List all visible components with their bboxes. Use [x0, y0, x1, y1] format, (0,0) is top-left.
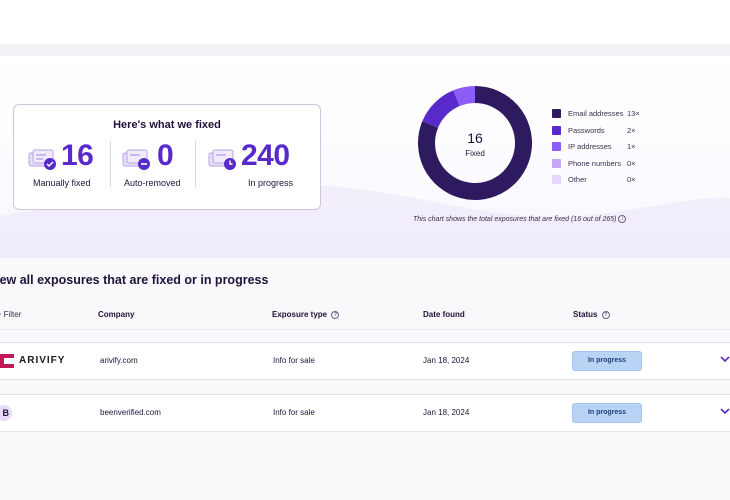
info-icon[interactable]: ? — [331, 310, 340, 319]
stat-auto-removed: 0 Auto-removed — [122, 137, 202, 197]
company-logo-text: ARIVIFY — [19, 355, 66, 366]
legend-swatch — [552, 158, 561, 168]
chevron-down-icon[interactable] — [720, 355, 730, 363]
column-status-label: Status — [573, 310, 598, 319]
status-badge: In progress — [572, 403, 642, 423]
auto-removed-count: 0 — [157, 139, 174, 172]
in-progress-label: In progress — [248, 178, 294, 188]
legend-swatch — [552, 125, 561, 135]
chart-note-text: This chart shows the total exposures tha… — [413, 215, 617, 223]
legend-item: Other 0× — [552, 173, 652, 190]
donut-center-label: Fixed — [465, 149, 485, 158]
top-band — [0, 44, 730, 56]
table-row[interactable]: B beenverified.com Info for sale Jan 18,… — [0, 394, 730, 432]
manually-fixed-label: Manually fixed — [33, 178, 91, 188]
legend-count: 2× — [627, 125, 636, 135]
info-icon[interactable]: i — [618, 215, 627, 223]
legend-swatch — [552, 142, 561, 151]
auto-removed-label: Auto-removed — [124, 178, 181, 188]
chevron-down-icon[interactable] — [720, 407, 730, 415]
info-icon[interactable]: ? — [601, 310, 610, 319]
in-progress-count: 240 — [241, 139, 290, 172]
legend-count: 0× — [627, 175, 636, 184]
exposures-title-text: View all exposures that are fixed or in … — [0, 273, 269, 287]
legend-count: 1× — [627, 142, 636, 151]
exposures-section: View all exposures that are fixed or in … — [0, 258, 730, 500]
column-exposure-type[interactable]: Exposure type ? — [272, 310, 340, 319]
column-status[interactable]: Status ? — [573, 310, 610, 319]
fixed-summary-title: Here's what we fixed — [113, 119, 221, 131]
legend-item: Passwords 2× — [552, 124, 652, 141]
company-cell: beenverified.com — [100, 408, 161, 417]
exposures-title: View all exposures that are fixed or in … — [0, 273, 268, 287]
donut-slice-ip-addresses — [453, 86, 475, 107]
status-badge: In progress — [572, 351, 642, 371]
legend-count: 13× — [627, 109, 640, 118]
legend-label: Phone numbers — [568, 158, 621, 168]
date-found-cell: Jan 18, 2024 — [423, 356, 470, 365]
chart-note: This chart shows the total exposures tha… — [413, 215, 627, 223]
arivify-logo-mark — [0, 354, 14, 368]
manually-fixed-count: 16 — [61, 139, 94, 172]
filter-icon: ⏷ — [0, 312, 2, 319]
in-progress-icon — [208, 149, 236, 170]
legend-swatch — [552, 175, 561, 184]
exposure-type-cell: Info for sale — [273, 408, 315, 417]
donut-center-value: 16 — [467, 130, 483, 146]
stat-in-progress: 240 In progress — [208, 137, 318, 197]
column-exposure-type-label: Exposure type — [272, 310, 328, 319]
legend-label: Email addresses — [568, 109, 624, 118]
auto-removed-icon — [122, 149, 150, 170]
manually-fixed-icon — [28, 149, 56, 170]
legend-label: Other — [568, 175, 587, 184]
stat-manually-fixed: 16 Manually fixed — [28, 137, 114, 197]
legend-label: IP addresses — [568, 142, 612, 151]
donut-slice-email-addresses — [418, 86, 532, 200]
legend-swatch — [552, 109, 561, 118]
donut-legend: Email addresses 13× Passwords 2× IP addresse… — [552, 107, 652, 190]
donut-slice-passwords — [422, 90, 460, 128]
fixed-summary-card: Here's what we fixed 16 Manually fixed — [13, 104, 321, 210]
legend-count: 0× — [627, 158, 636, 168]
legend-item: Phone numbers 0× — [552, 157, 652, 174]
exposures-donut-chart — [418, 86, 532, 200]
column-company[interactable]: Company — [98, 310, 135, 319]
column-date-found[interactable]: Date found — [423, 310, 465, 319]
company-cell: arivify.com — [100, 356, 138, 365]
company-logo-beenverified: B — [0, 405, 12, 421]
date-found-cell: Jan 18, 2024 — [423, 408, 470, 417]
fixed-summary-section: Here's what we fixed 16 Manually fixed — [0, 56, 730, 258]
filter-button[interactable]: ⏷Filter — [0, 310, 21, 320]
stat-divider — [195, 141, 196, 187]
legend-label: Passwords — [568, 125, 605, 135]
exposure-type-cell: Info for sale — [273, 356, 315, 365]
filter-label: Filter — [3, 310, 22, 319]
legend-item: Email addresses 13× — [552, 107, 652, 124]
legend-item: IP addresses 1× — [552, 140, 652, 157]
stat-divider — [110, 141, 111, 187]
header-divider — [0, 329, 730, 330]
table-row[interactable]: ARIVIFY arivify.com Info for sale Jan 18… — [0, 342, 730, 380]
